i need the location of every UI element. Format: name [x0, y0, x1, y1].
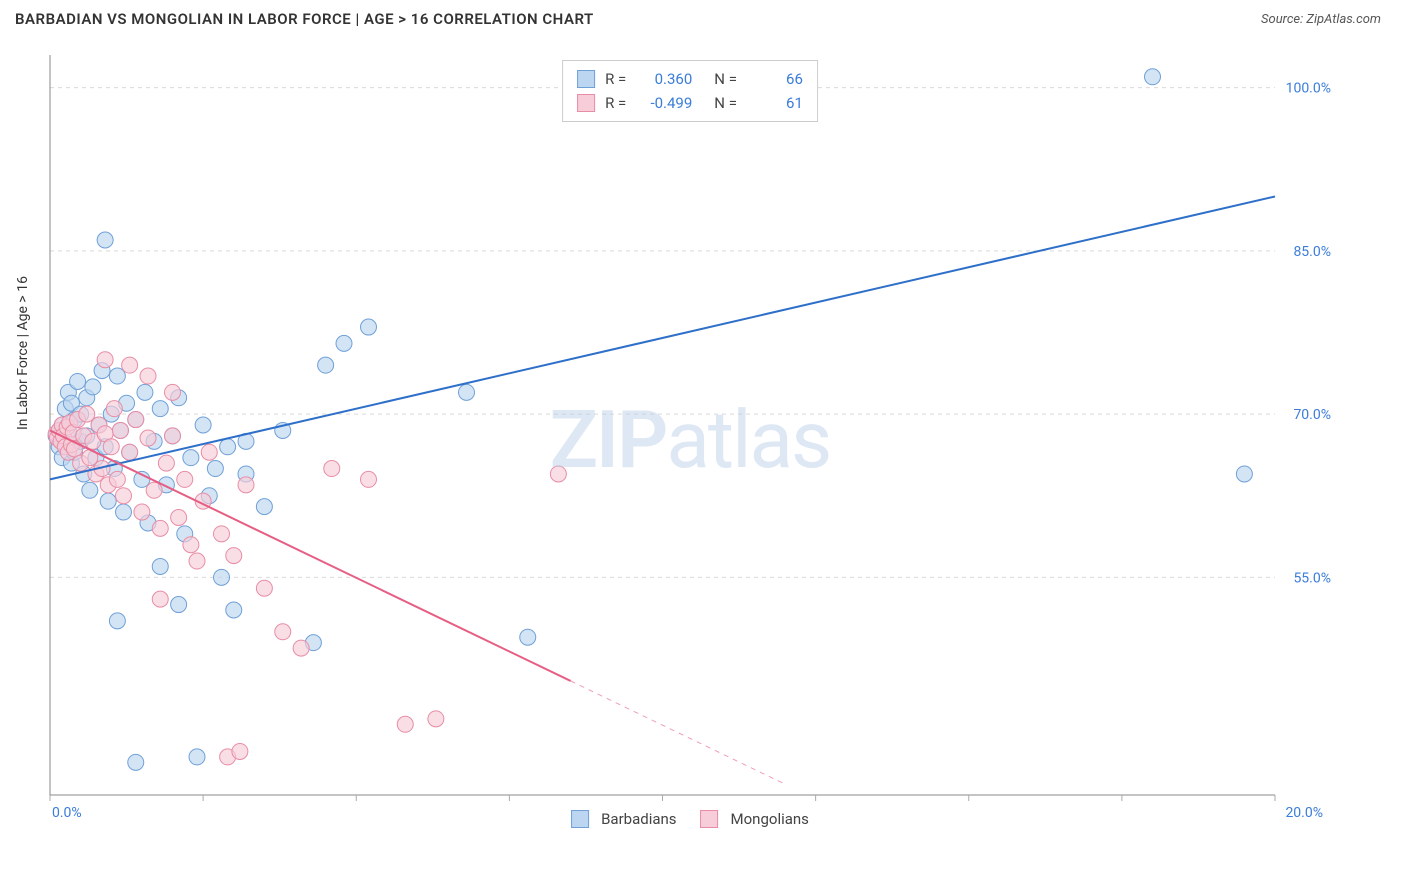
r-value: 0.360: [634, 67, 692, 91]
svg-text:0.0%: 0.0%: [52, 805, 82, 821]
stats-legend: R = 0.360 N = 66 R = -0.499 N = 61: [562, 60, 818, 122]
chart-source: Source: ZipAtlas.com: [1261, 12, 1381, 27]
legend-label: Mongolians: [731, 810, 809, 828]
svg-text:70.0%: 70.0%: [1293, 407, 1331, 423]
chart-title: BARBADIAN VS MONGOLIAN IN LABOR FORCE | …: [15, 10, 594, 28]
svg-text:85.0%: 85.0%: [1293, 244, 1331, 260]
r-value: -0.499: [634, 91, 692, 115]
chart-area: 55.0%70.0%85.0%100.0%0.0%20.0% ZIPatlas …: [45, 50, 1335, 830]
r-label: R =: [605, 91, 626, 115]
legend-label: Barbadians: [601, 810, 676, 828]
svg-text:20.0%: 20.0%: [1285, 805, 1323, 821]
stats-row-mongolians: R = -0.499 N = 61: [577, 91, 803, 115]
svg-text:100.0%: 100.0%: [1286, 81, 1331, 97]
n-value: 66: [745, 67, 803, 91]
swatch-blue: [571, 810, 589, 828]
svg-text:55.0%: 55.0%: [1293, 570, 1331, 586]
legend-item-barbadians: Barbadians: [571, 810, 676, 828]
n-label: N =: [714, 67, 737, 91]
r-label: R =: [605, 67, 626, 91]
n-value: 61: [745, 91, 803, 115]
stats-row-barbadians: R = 0.360 N = 66: [577, 67, 803, 91]
swatch-pink: [577, 94, 595, 112]
chart-header: BARBADIAN VS MONGOLIAN IN LABOR FORCE | …: [0, 0, 1406, 36]
correlation-scatter-chart: 55.0% 70.0% 85.0% 100.0% 0.0% 20.0%: [45, 50, 1335, 830]
swatch-pink: [701, 810, 719, 828]
swatch-blue: [577, 70, 595, 88]
bottom-legend: Barbadians Mongolians: [571, 810, 809, 828]
y-axis-label: In Labor Force | Age > 16: [15, 276, 31, 430]
n-label: N =: [714, 91, 737, 115]
legend-item-mongolians: Mongolians: [701, 810, 809, 828]
